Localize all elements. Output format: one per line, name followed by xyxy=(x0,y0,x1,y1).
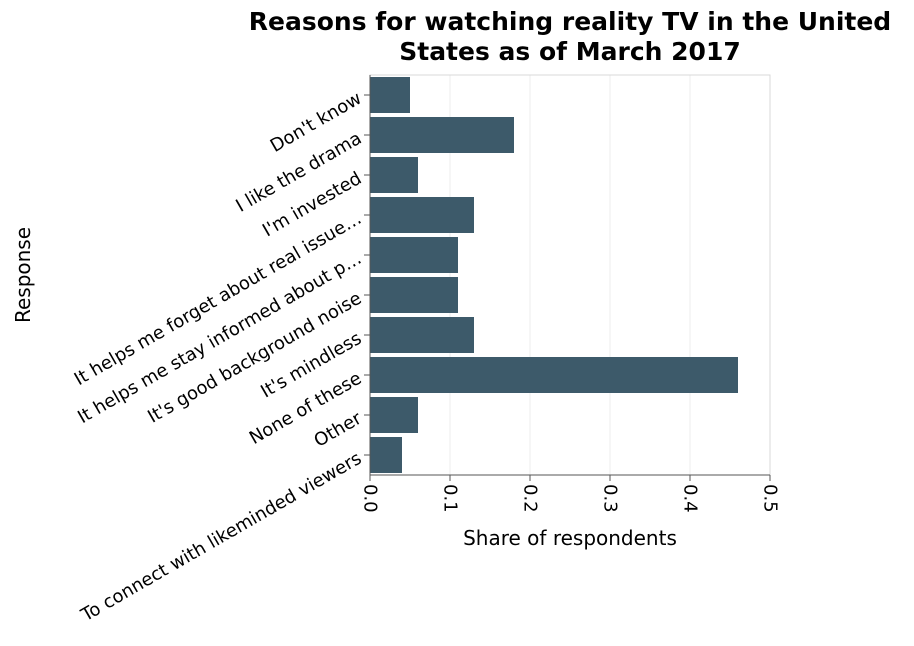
y-tick-label: Other xyxy=(310,408,365,452)
bars xyxy=(370,77,738,473)
bar xyxy=(370,317,474,353)
x-tick-label: 0.5 xyxy=(760,484,781,513)
x-tick-label: 0.1 xyxy=(440,484,461,513)
bar xyxy=(370,397,418,433)
x-tick-label: 0.4 xyxy=(680,484,701,513)
x-axis-title: Share of respondents xyxy=(463,526,677,550)
chart-title-line-1: Reasons for watching reality TV in the U… xyxy=(249,7,891,36)
bar xyxy=(370,117,514,153)
x-tick-labels: 0.0 0.1 0.2 0.3 0.4 0.5 xyxy=(360,484,781,513)
bar xyxy=(370,437,402,473)
x-tick-label: 0.2 xyxy=(520,484,541,513)
bar xyxy=(370,197,474,233)
bar xyxy=(370,277,458,313)
y-axis-title: Response xyxy=(11,227,35,323)
axes xyxy=(364,75,771,481)
bar xyxy=(370,157,418,193)
x-tick-label: 0.0 xyxy=(360,484,381,513)
chart-title-line-2: States as of March 2017 xyxy=(399,37,741,66)
x-tick-label: 0.3 xyxy=(600,484,621,513)
y-tick-label: To connect with likeminded viewers xyxy=(77,448,365,627)
bar xyxy=(370,357,738,393)
bar xyxy=(370,237,458,273)
bar xyxy=(370,77,410,113)
